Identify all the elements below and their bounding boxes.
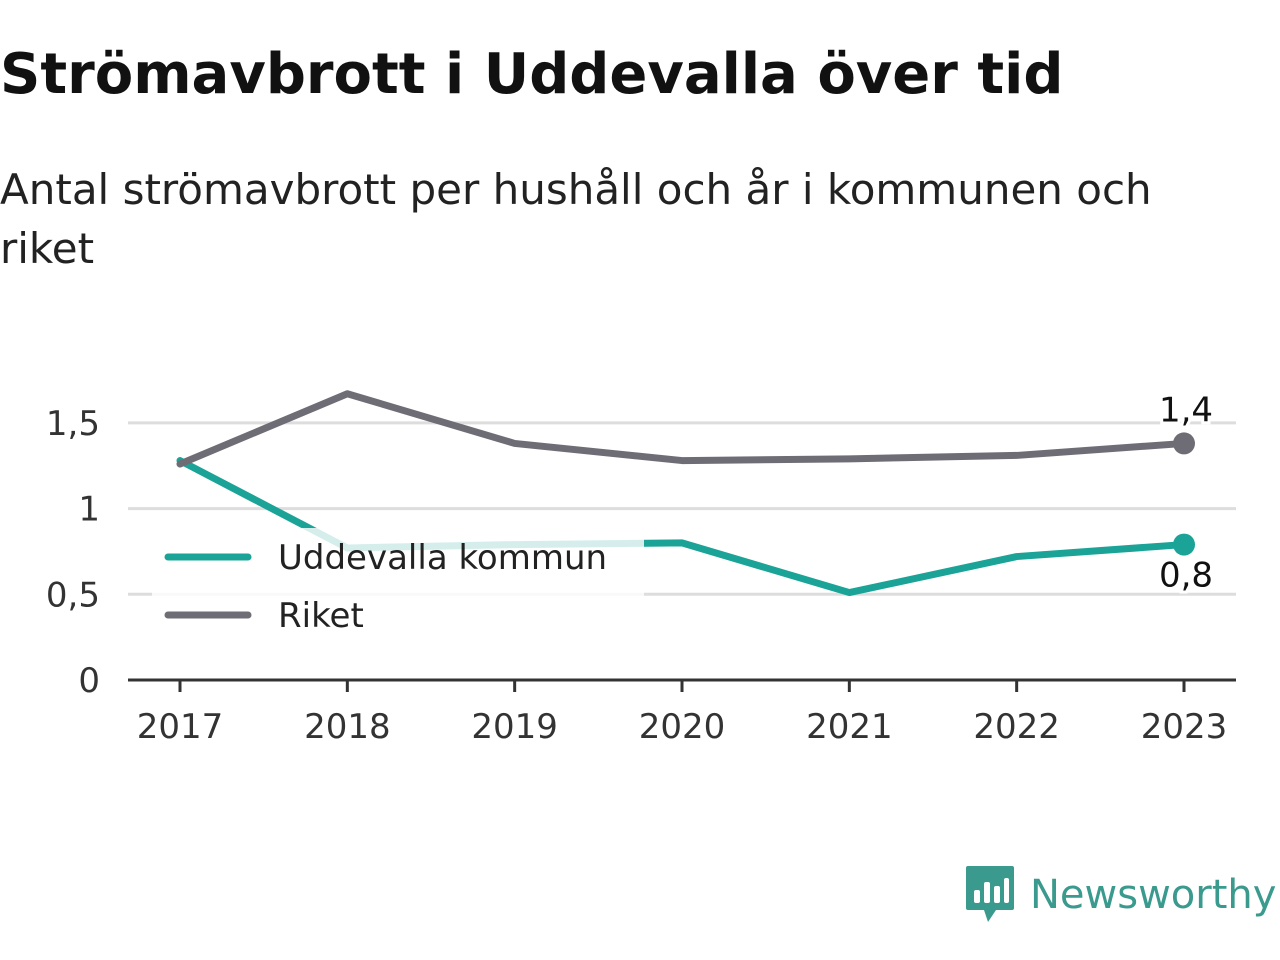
x-tick-label: 2023 [1141,707,1228,747]
legend: Uddevalla kommun Riket [152,528,644,646]
legend-label: Uddevalla kommun [278,538,607,578]
y-tick-label: 0,5 [46,575,100,615]
data-labels: 0,8 1,4 [1156,387,1216,598]
end-value-label: 0,8 [1159,556,1213,596]
newsworthy-logo-icon [966,866,1014,922]
x-tick-label: 2019 [471,707,558,747]
end-value-label: 1,4 [1159,390,1213,430]
x-tick-label: 2022 [973,707,1060,747]
x-tick-label: 2018 [304,707,391,747]
end-point-marker [1173,533,1195,556]
end-point-marker [1173,432,1195,455]
chart-subtitle: Antal strömavbrott per hushåll och år i … [0,165,1152,273]
y-tick-label: 1 [78,490,100,530]
axes: 0 0,5 1 1,5 2017 2018 2019 2020 2021 2022 2023 [46,404,1236,747]
brand[interactable]: Newsworthy [964,864,1276,926]
x-tick-label: 2017 [137,707,224,747]
x-tick-label: 2021 [806,707,893,747]
y-tick-label: 1,5 [46,404,100,444]
legend-label: Riket [278,596,364,636]
series-line-riket [176,390,1188,468]
brand-name: Newsworthy [1030,872,1277,918]
y-tick-label: 0 [78,661,100,701]
chart-title: Strömavbrott i Uddevalla över tid [0,42,1064,107]
legend-background [152,528,644,646]
x-tick-label: 2020 [639,707,726,747]
